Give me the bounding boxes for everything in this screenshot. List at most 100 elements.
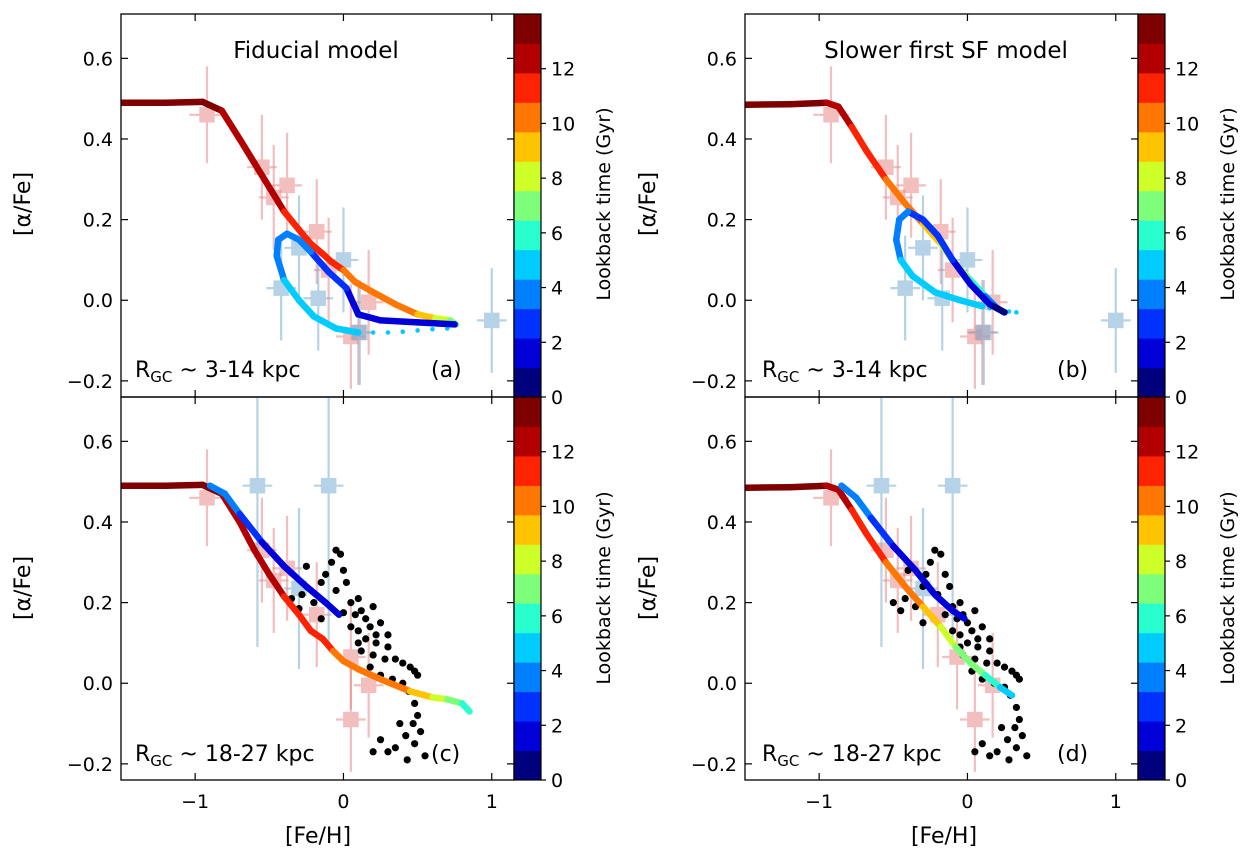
colorbar-band-a-0 (514, 367, 541, 398)
star-c-31 (391, 655, 399, 663)
star-c-41 (411, 699, 419, 708)
colorbar-tick-label-a-1: 2 (551, 332, 563, 354)
obs-outer-c-1 (313, 397, 344, 647)
colorbar-tick-label-c-6: 12 (551, 442, 575, 464)
star-c-45 (402, 732, 410, 740)
colorbar-tick-label-a-6: 12 (551, 59, 575, 81)
colorbar-tick-label-b-2: 4 (1175, 278, 1187, 300)
xtick-label-d-0: −1 (805, 791, 833, 813)
obs-inner-a-marker (199, 107, 215, 123)
star-c-15 (357, 607, 365, 615)
track-model-late-a-seg-14 (332, 325, 362, 336)
region-main-b: R (762, 358, 777, 383)
track-model-b-seg-6 (882, 176, 909, 207)
colorbar-band-b-0 (1138, 367, 1165, 398)
track-model-late-a-seg-3 (343, 284, 362, 318)
ytick-label-c-4: 0.6 (83, 431, 113, 453)
star-d-21 (949, 627, 957, 635)
colorbar-band-d-2 (1138, 691, 1165, 722)
obs-outer-d-marker (873, 477, 890, 494)
region-label-c: RGC ~ 18-27 kpc (135, 742, 315, 770)
colorbar-band-a-11 (514, 43, 541, 74)
star-c-30 (381, 655, 389, 663)
colorbar-tick-label-d-3: 6 (1175, 606, 1187, 628)
region-main-d: R (762, 742, 777, 767)
colorbar-band-a-8 (514, 131, 541, 162)
star-d-26 (974, 643, 982, 651)
star-c-53 (396, 719, 404, 728)
panel-label-b: (b) (1057, 358, 1088, 383)
star-d-45 (1003, 736, 1012, 744)
track-model-late-a-seg-10 (273, 252, 288, 284)
plot-area-c (121, 397, 473, 772)
star-d-24 (956, 631, 964, 639)
track-model-late-a-seg-11 (280, 276, 303, 304)
obs-outer-a-1 (328, 207, 359, 313)
colorbar-band-d-9 (1138, 485, 1165, 516)
track-model-c-seg-8 (295, 611, 315, 635)
obs-outer-a-5 (476, 267, 507, 373)
star-c-47 (391, 744, 399, 752)
star-d-53 (997, 723, 1006, 732)
track-model-late-b-seg-11 (931, 288, 964, 304)
track-model-b-seg-5 (863, 147, 890, 183)
track-model-c-seg-1 (162, 481, 206, 489)
track-model-d-seg-1 (786, 482, 830, 491)
track-model-late-a-seg-5 (307, 248, 332, 276)
colorbar-band-b-6 (1138, 190, 1165, 221)
obs-inner-c-marker (343, 711, 359, 728)
ytick-label-c-2: 0.2 (83, 593, 113, 615)
obs-outer-a-marker (310, 290, 326, 306)
track-model-d-seg-3 (835, 486, 856, 514)
star-c-42 (414, 711, 422, 720)
obs-inner-c-marker (199, 490, 215, 506)
track-model-late-b-seg-8 (893, 236, 904, 264)
track-model-c-seg-6 (266, 571, 288, 600)
plot-area-d (745, 397, 1031, 772)
track-model-outer-d-seg-4 (912, 567, 939, 598)
colorbar-band-b-2 (1138, 308, 1165, 339)
colorbar-tick-label-d-5: 10 (1175, 496, 1199, 518)
track-model-d-seg-5 (863, 530, 890, 566)
track-model-c-seg-14 (377, 675, 414, 695)
colorbar-tick-label-b-3: 6 (1175, 223, 1187, 245)
obs-inner-a-marker (309, 223, 325, 240)
track-model-d-seg-9 (937, 623, 959, 651)
star-c-27 (384, 643, 392, 651)
obs-outer-b-marker (976, 324, 992, 341)
panel-a: [α/Fe] Fiducial model RGC ~ 3-14 kpc (a)… (11, 13, 615, 409)
track-model-c-seg-7 (280, 593, 303, 618)
panel-label-c: (c) (431, 742, 460, 767)
ytick-label-d-0: −0.2 (691, 754, 737, 776)
obs-inner-b-3 (896, 132, 926, 238)
track-model-outer-d-seg-5 (931, 591, 956, 614)
star-d-14 (897, 607, 905, 615)
star-c-22 (366, 623, 374, 631)
colorbar-band-b-10 (1138, 72, 1165, 103)
star-d-20 (919, 619, 927, 627)
obs-inner-a-0 (189, 66, 225, 164)
star-d-22 (968, 627, 976, 635)
region-sub-c: GC (150, 752, 172, 770)
colorbar-band-c-9 (514, 485, 541, 516)
star-d-42 (1015, 715, 1023, 724)
colorbar-c: 0 2 4 6 8 10 12 (513, 396, 575, 792)
track-model-d-seg-8 (919, 603, 945, 631)
colorbar-d: 0 2 4 6 8 10 12 (1137, 396, 1199, 792)
star-d-51 (1005, 756, 1013, 764)
star-d-19 (971, 607, 979, 615)
panel-c: [α/Fe] RGC ~ 18-27 kpc (c) Lookback time… (11, 396, 615, 849)
star-d-48 (986, 752, 994, 760)
colorbar-tick-label-b-0: 0 (1175, 387, 1187, 409)
colorbar-band-b-12 (1138, 14, 1165, 44)
axes-frame-d (744, 396, 1139, 781)
colorbar-band-a-6 (514, 190, 541, 221)
track-model-late-b-seg-2 (949, 256, 974, 288)
star-d-46 (1012, 744, 1020, 752)
track-model-late-b-seg-10 (909, 272, 939, 296)
star-c-11 (310, 599, 318, 607)
ytick-label-a-3: 0.4 (83, 129, 113, 151)
colorbar-band-b-9 (1138, 102, 1165, 133)
region-main-a: R (135, 358, 150, 383)
track-model-c-seg-18 (458, 700, 473, 715)
